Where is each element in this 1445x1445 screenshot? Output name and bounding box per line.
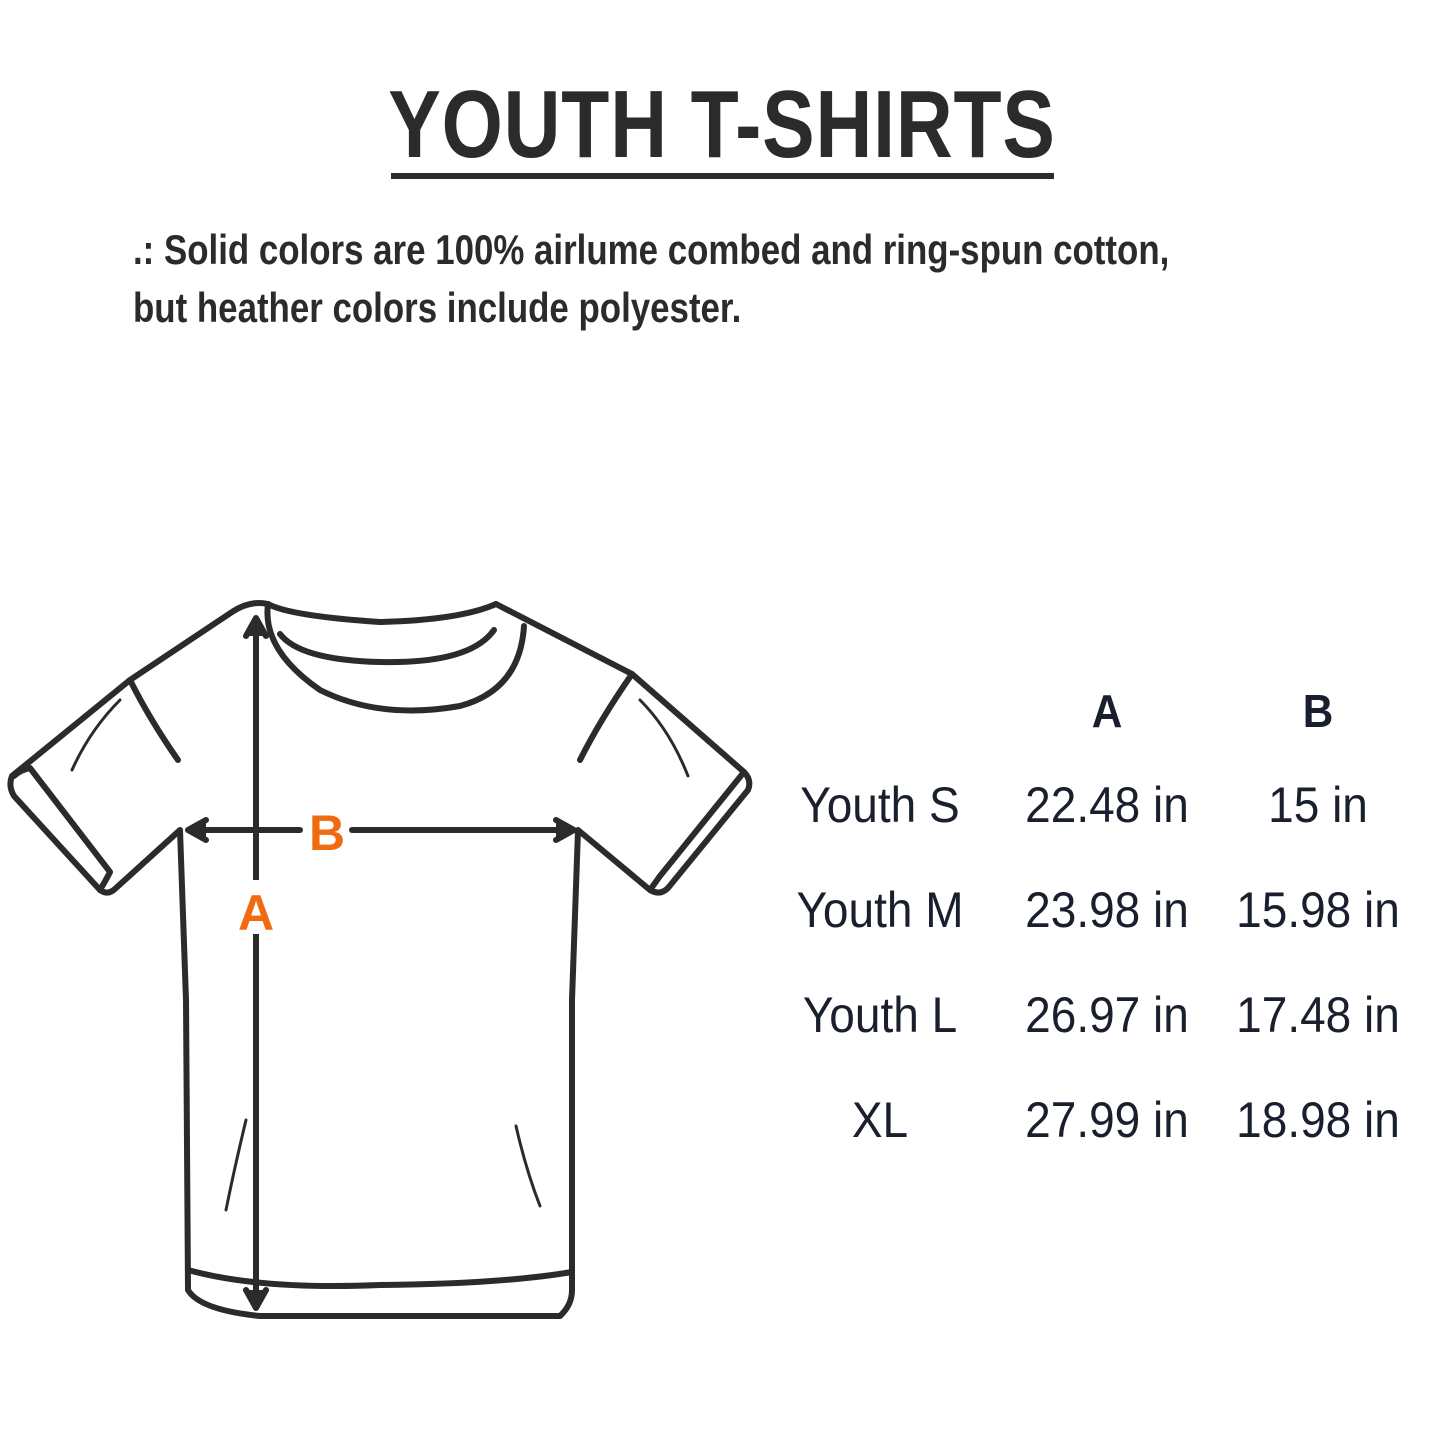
value-a: 22.48 in	[1025, 777, 1189, 833]
measurement-b-arrow	[185, 817, 577, 843]
column-header-b: B	[1302, 685, 1334, 737]
value-a: 26.97 in	[1025, 987, 1189, 1043]
size-label: XL	[851, 1092, 909, 1148]
value-a: 27.99 in	[1025, 1092, 1189, 1148]
title-underline	[391, 173, 1054, 179]
tshirt-outline	[7, 600, 753, 1319]
value-b: 15.98 in	[1236, 882, 1400, 938]
measurement-a-arrow	[243, 615, 269, 1311]
value-b: 17.48 in	[1236, 987, 1400, 1043]
label-a: A	[238, 885, 274, 941]
size-label: Youth L	[802, 987, 958, 1043]
size-label: Youth M	[796, 882, 964, 938]
size-label: Youth S	[800, 777, 960, 833]
value-a: 23.98 in	[1025, 882, 1189, 938]
value-b: 18.98 in	[1236, 1092, 1400, 1148]
fabric-note-line-1: .: Solid colors are 100% airlume combed …	[133, 226, 1170, 273]
fabric-note-line-2: but heather colors include polyester.	[133, 284, 742, 331]
column-header-a: A	[1091, 685, 1123, 737]
label-b: B	[309, 805, 345, 861]
page-title: YOUTH T-SHIRTS	[0, 70, 1445, 180]
tshirt-diagram: A B	[7, 600, 753, 1319]
value-b: 15 in	[1268, 777, 1368, 833]
title-text: YOUTH T-SHIRTS	[388, 71, 1057, 178]
